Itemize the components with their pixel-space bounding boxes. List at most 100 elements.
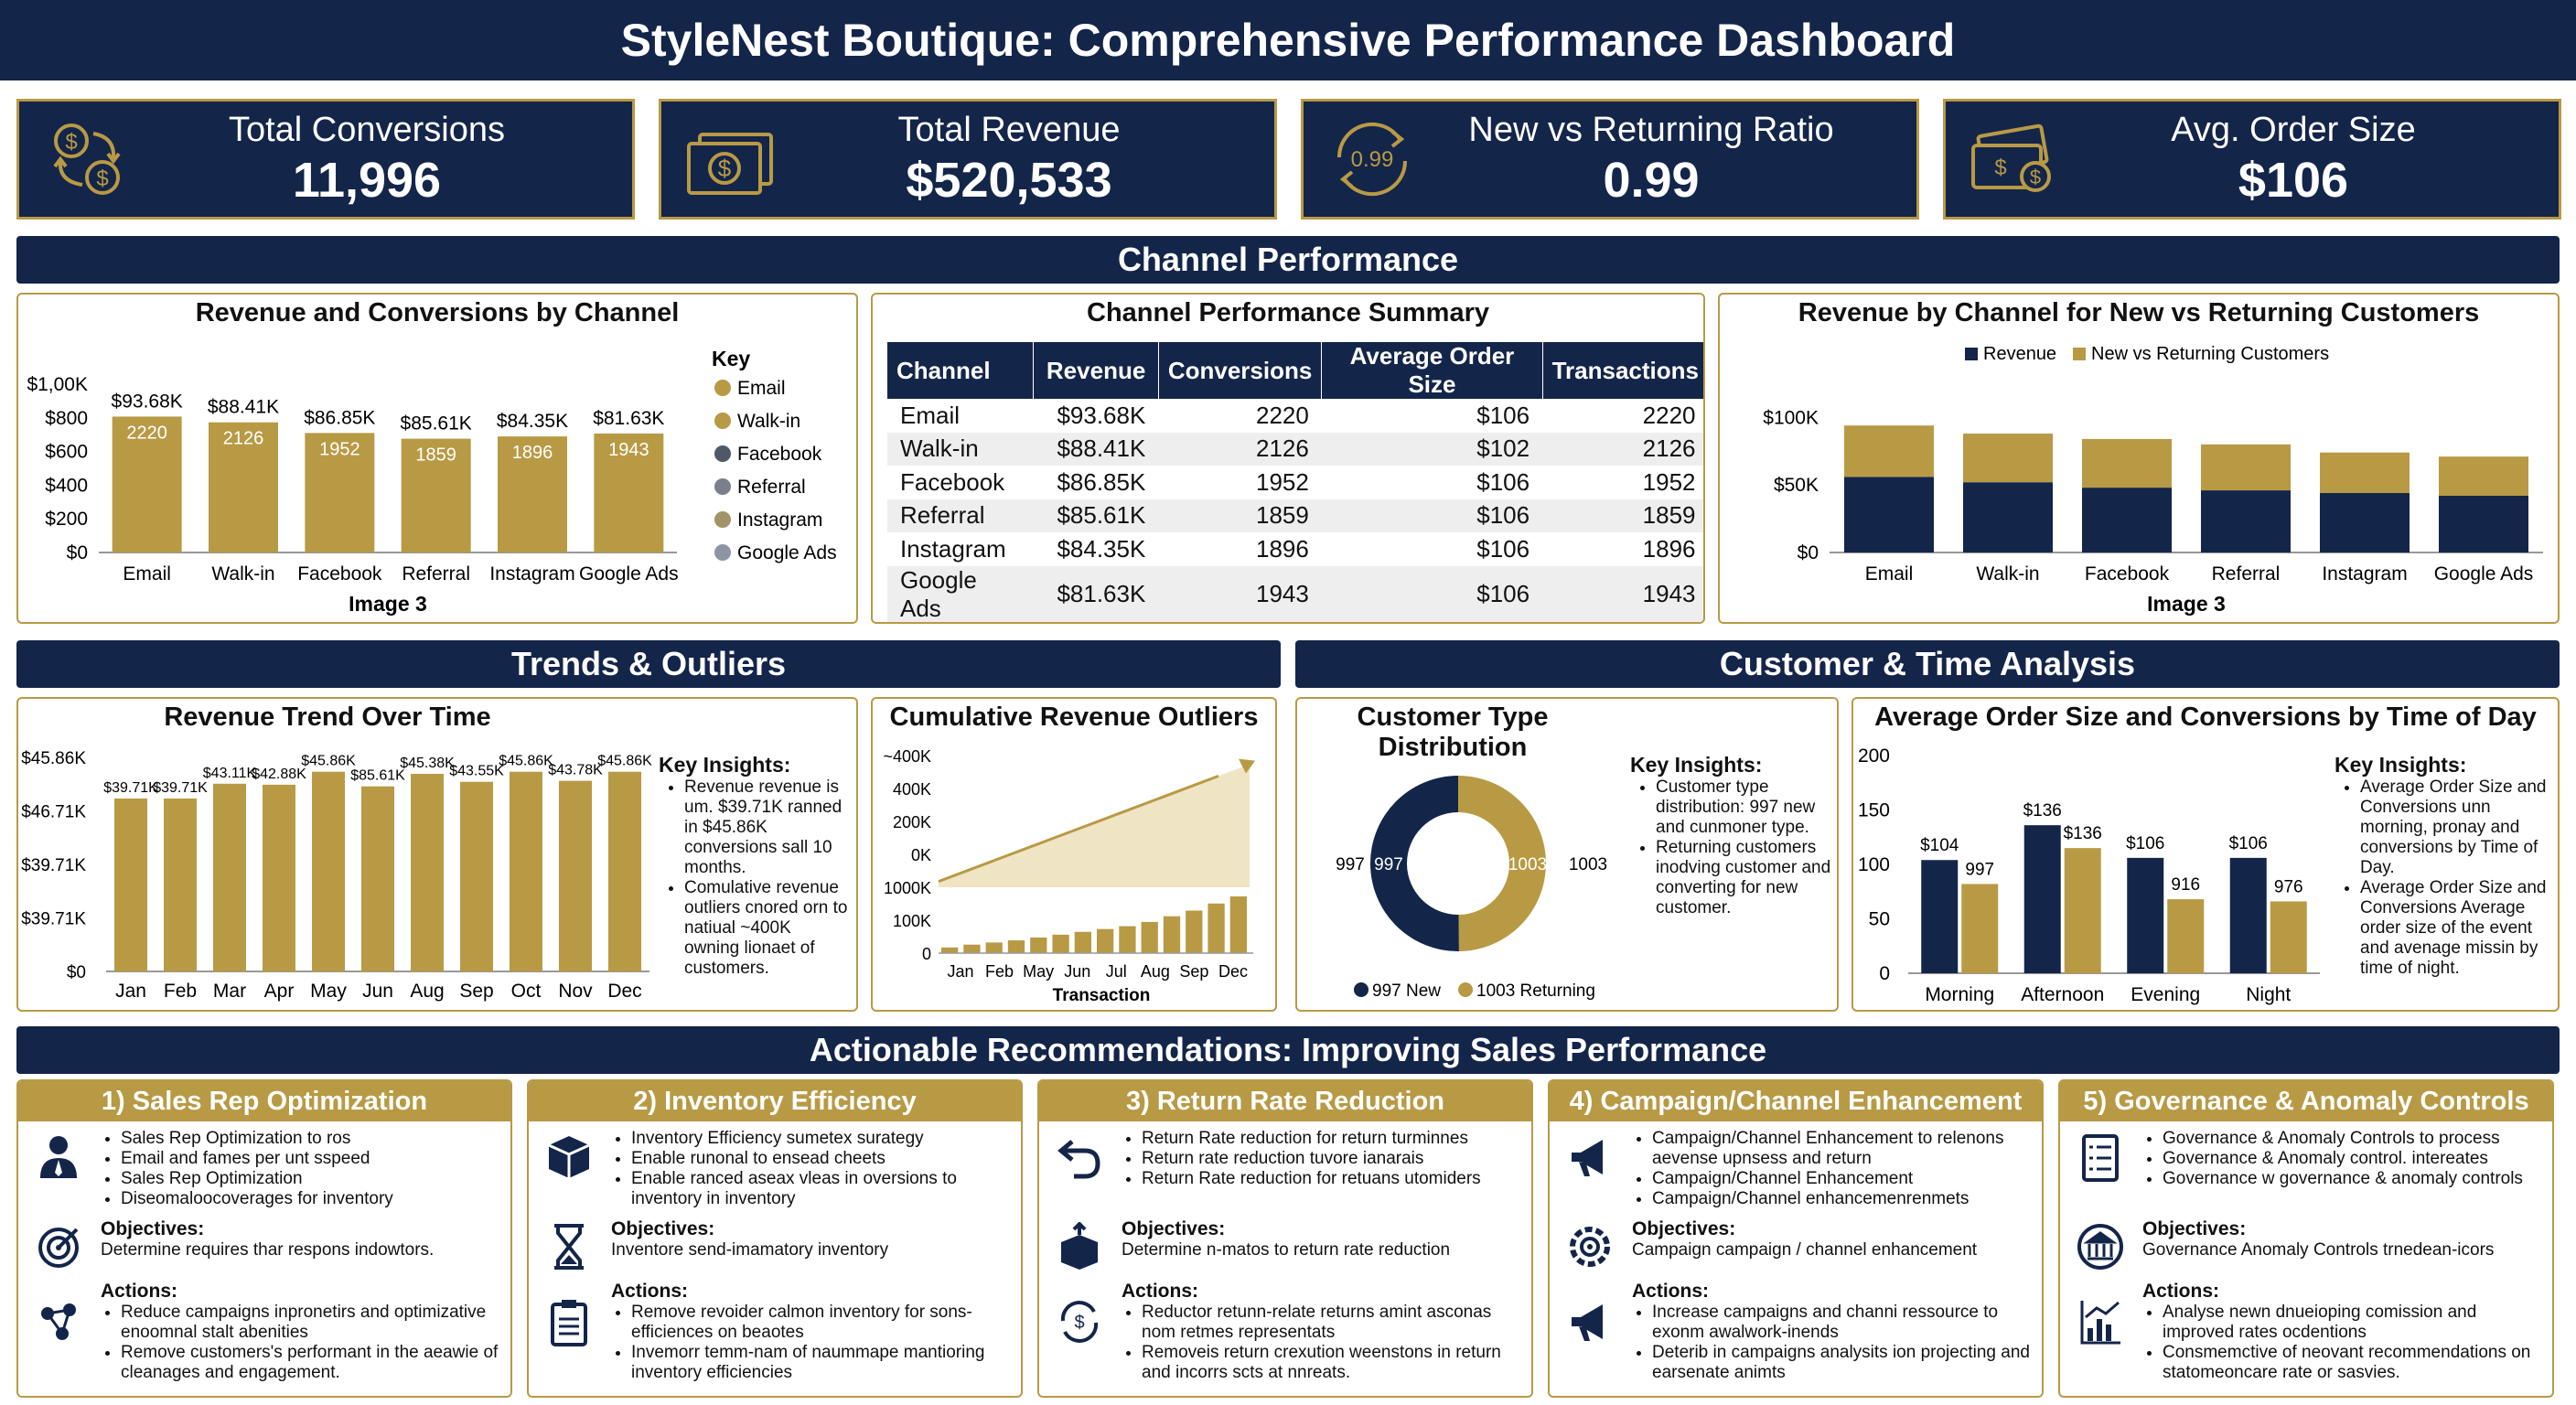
bar-conversions: [2064, 848, 2101, 973]
table-cell: $93.68K: [1057, 401, 1146, 429]
rec-objectives-label: Objectives:: [101, 1218, 205, 1239]
rec-actions-label: Actions:: [2142, 1281, 2219, 1302]
clipboard-icon: [551, 1300, 587, 1346]
table-title: Channel Performance Summary: [1087, 298, 1489, 327]
bar-revenue: [2320, 493, 2410, 552]
cumulative-outliers-chart: ~400K 400K 200K 0K 1000K 100K 0 Jan Feb May Jun Jul…: [883, 747, 1255, 1005]
rec-objectives: Objectives: Governance Anomaly Controls t…: [2060, 1218, 2552, 1273]
recommendation-card: 2) Inventory Efficiency Inventory Efficie…: [527, 1079, 1023, 1398]
legend-label: Email: [737, 378, 786, 399]
section-trends-outliers: Trends & Outliers: [16, 640, 1281, 688]
bar-conversions: [2270, 901, 2307, 973]
legend-swatch: [714, 380, 731, 396]
chart-caption: Image 3: [2147, 592, 2226, 616]
bar-count-label: 1952: [319, 439, 360, 459]
bar: [411, 773, 444, 971]
y-tick-label: $46.71K: [21, 803, 86, 822]
x-tick-label: Referral: [402, 563, 470, 585]
legend-swatch: [1965, 348, 1978, 360]
legend-label: Instagram: [737, 509, 822, 531]
x-tick-label: Google Ads: [2434, 563, 2534, 585]
revenue-trend-chart: $45.86K$46.71K$39.71K$39.71K$0$39.71KJan…: [21, 749, 652, 1002]
governance-building-icon: [2077, 1224, 2123, 1270]
rec-objectives-text: Governance Anomaly Controls trnedean-ico…: [2142, 1240, 2495, 1260]
panel-revenue-new-returning: Revenue by Channel for New vs Returning …: [1718, 293, 2560, 624]
table-cell: $106: [1321, 499, 1543, 532]
table-row: Google Ads $81.63K 1943 $106 1943: [887, 565, 1703, 622]
panel-time-of-day: Average Order Size and Conversions by Ti…: [1852, 697, 2560, 1012]
x-tick-label: Jun: [362, 981, 393, 1002]
x-tick-label: May: [310, 981, 347, 1002]
anomaly-chart-icon: [2080, 1301, 2120, 1345]
chart-title: Customer Type Distribution: [1357, 702, 1549, 762]
bar-avg-order: [2023, 825, 2061, 973]
rec-actions: Actions:Reduce campaigns inpronetirs and…: [18, 1281, 510, 1383]
outlier-bar: [963, 944, 981, 953]
svg-text:$: $: [65, 130, 77, 155]
rec-objectives-label: Objectives:: [611, 1218, 715, 1239]
y-tick-label: $100K: [1763, 407, 1819, 428]
outlier-bar: [1163, 916, 1181, 953]
x-tick-label: Jul: [1106, 962, 1127, 981]
kpi-value: $106: [2238, 153, 2349, 208]
rec-actions-label: Actions:: [1122, 1281, 1198, 1302]
table-cell: Instagram: [900, 534, 1006, 563]
table-cell: 1943: [1542, 565, 1703, 622]
rec-bullet: Campaign/Channel Enhancement to relenons…: [1652, 1129, 2034, 1169]
rec-action: Removeis return crexution weenstons in r…: [1142, 1343, 1524, 1383]
bar: [112, 416, 182, 552]
section-channel-performance: Channel Performance: [16, 236, 2560, 284]
bar-value-label: $43.78K: [548, 763, 603, 778]
x-tick-label: Apr: [264, 981, 295, 1002]
bar-value-label: 976: [2274, 877, 2303, 896]
bar-value-label: $86.85K: [304, 407, 375, 428]
recommendation-card: 3) Return Rate Reduction Return Rate redu…: [1037, 1079, 1533, 1398]
bar: [460, 781, 493, 971]
rec-action: Reduce campaigns inpronetirs and optimiz…: [121, 1303, 503, 1343]
revenue-new-returning-chart: Revenue New vs Returning Customers $100K $5…: [1763, 344, 2543, 616]
outlier-bar: [1119, 926, 1136, 953]
y-tick-label: $0: [67, 542, 88, 563]
y-tick-label: 0K: [911, 846, 931, 864]
rec-bullet: Email and fames per unt sspeed: [121, 1149, 503, 1169]
x-tick-label: Sep: [459, 981, 493, 1002]
x-tick-label: May: [1023, 962, 1054, 981]
x-tick-label: Afternoon: [2021, 984, 2104, 1005]
table-total-cell: Total: [887, 624, 1034, 625]
rec-objectives: Objectives: Inventore send-imamatory inve…: [529, 1218, 1021, 1273]
bar-value-label: $104: [1920, 836, 1959, 855]
insight-item: Comulative revenue outliers cnored orn t…: [684, 878, 851, 979]
rec-bullet: Governance w governance & anomaly contro…: [2163, 1169, 2545, 1189]
outlier-bar: [1208, 903, 1225, 953]
legend-title: Key: [712, 347, 750, 370]
x-tick-label: Walk-in: [211, 563, 274, 585]
bar: [209, 422, 278, 552]
rec-action: Remove customers's performant in the aea…: [121, 1343, 503, 1383]
rec-bullet: Inventory Efficiency sumetex surategy: [631, 1129, 1014, 1149]
legend-swatch: [1458, 982, 1473, 997]
y-tick-label: $400: [45, 475, 88, 496]
bar-new-returning: [1963, 434, 2053, 483]
table-cell: 1859: [1158, 499, 1322, 532]
rec-actions-label: Actions:: [611, 1281, 688, 1302]
bar-count-label: 2220: [126, 423, 167, 443]
rec-bullet: Return rate reduction tuvore ianarais: [1142, 1149, 1524, 1169]
x-tick-label: Facebook: [2085, 563, 2170, 585]
bar-value-label: $85.61K: [350, 768, 405, 784]
legend-label: 1003 Returning: [1476, 981, 1595, 1001]
rec-actions: $ Actions:Reductor retunn-relate returns …: [1039, 1281, 1531, 1383]
bar: [559, 780, 592, 971]
rec-action: Reductor retunn-relate returns amint asc…: [1142, 1303, 1524, 1343]
bar-value-label: $106: [2126, 834, 2164, 853]
y-tick-label: $0: [67, 963, 86, 982]
table-cell: 2126: [1158, 432, 1322, 466]
recommendation-card: 1) Sales Rep Optimization Sales Rep Optim…: [16, 1079, 512, 1398]
kpi-label: Avg. Order Size: [2171, 111, 2416, 149]
outlier-bar: [985, 942, 1003, 953]
legend-swatch: [714, 544, 731, 561]
chart-title: Revenue Trend Over Time: [164, 702, 491, 732]
conversion-icon: $ $: [19, 99, 156, 220]
dashboard-title: StyleNest Boutique: Comprehensive Perfor…: [0, 0, 2576, 80]
bar: [608, 771, 641, 971]
bar-value-label: $84.35K: [497, 411, 568, 432]
